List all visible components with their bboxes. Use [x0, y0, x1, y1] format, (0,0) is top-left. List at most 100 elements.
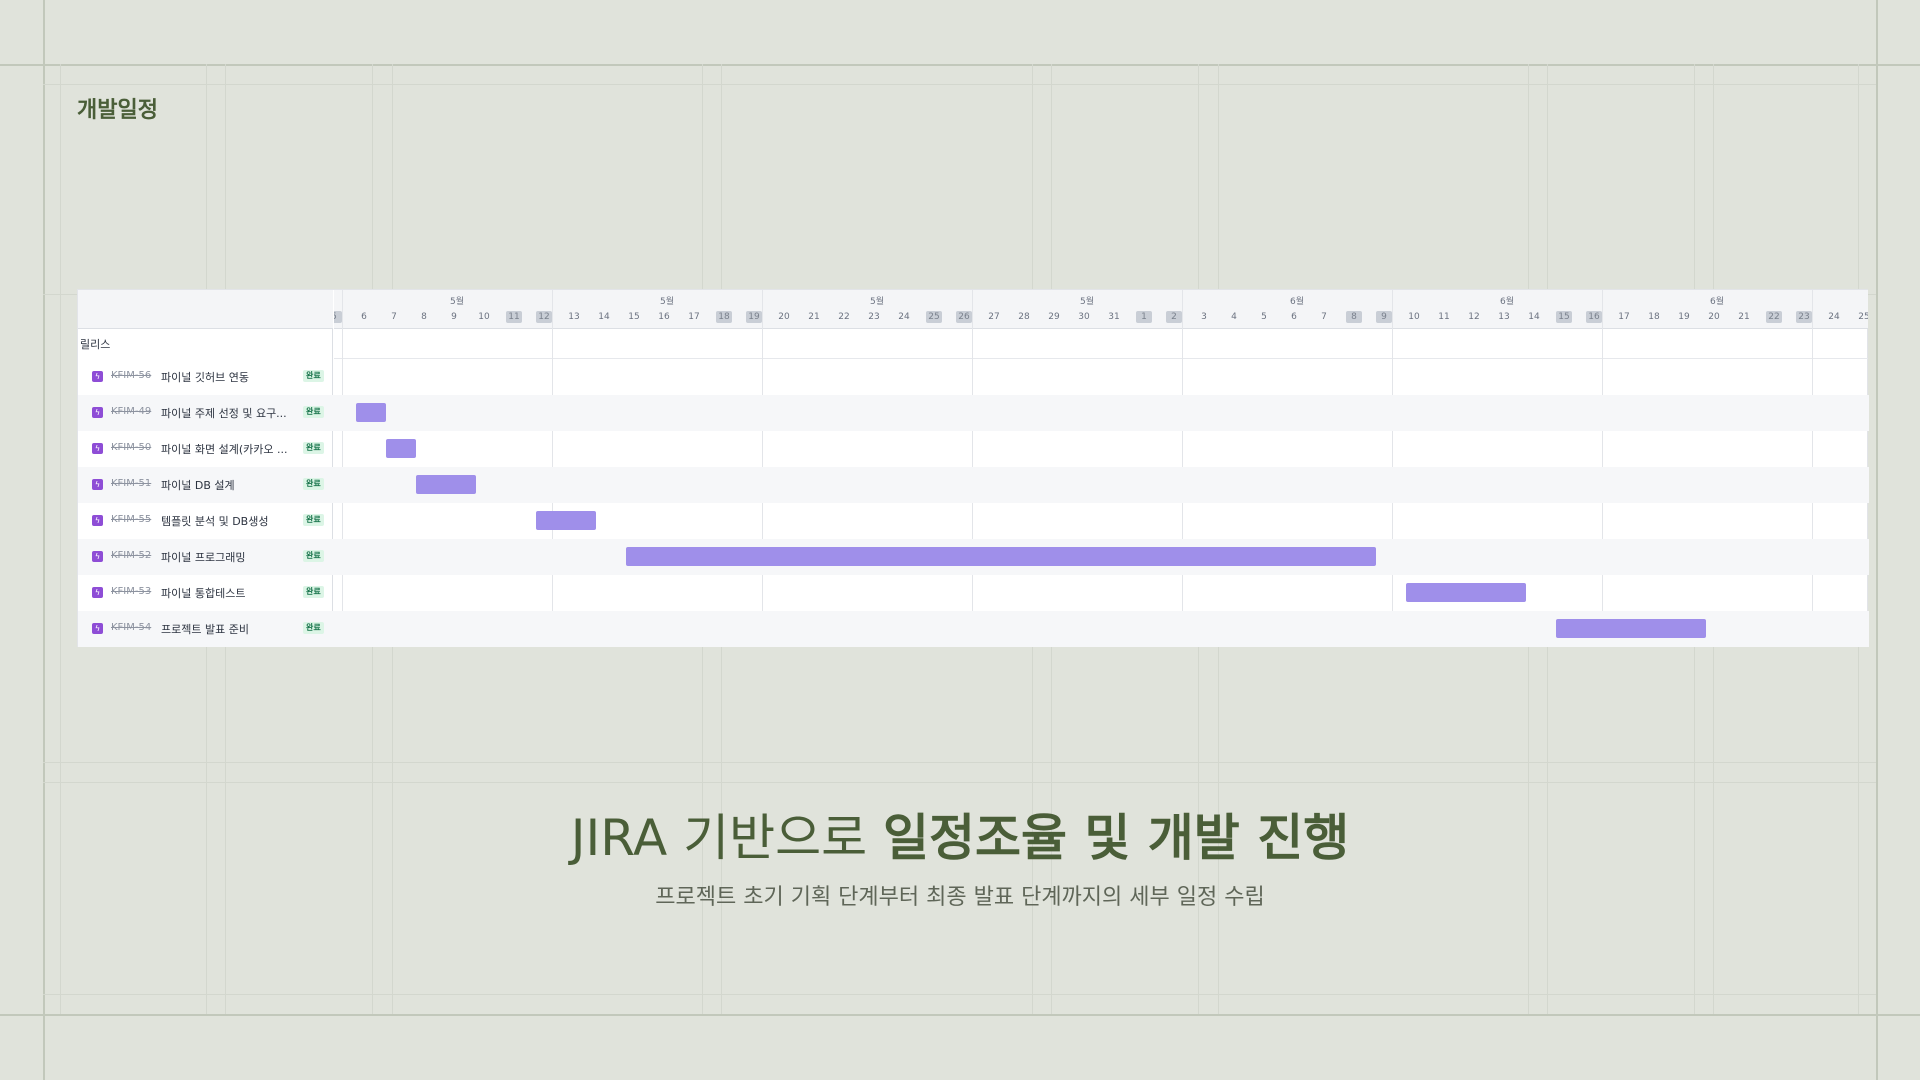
timeline-day-label: 31 — [1108, 312, 1120, 322]
issue-title[interactable]: 프로젝트 발표 준비 — [161, 623, 249, 636]
timeline-week-label: 5월 — [1079, 297, 1095, 307]
headline-part1: JIRA 기반으로 — [570, 809, 883, 867]
timeline-header: 5678910111213141516171819202122232425262… — [334, 290, 1868, 329]
timeline-day-label: 23 — [868, 312, 880, 322]
issue-key[interactable]: KFIM-55 — [111, 514, 152, 525]
timeline-day-label: 3 — [1201, 312, 1207, 322]
subline: 프로젝트 초기 기획 단계부터 최종 발표 단계까지의 세부 일정 수립 — [655, 885, 1265, 910]
timeline-day-label: 5 — [334, 311, 342, 323]
issue-key[interactable]: KFIM-53 — [111, 586, 152, 597]
subtask-icon: ϟ — [92, 443, 103, 454]
timeline-week-label: 5월 — [659, 297, 675, 307]
timeline-day-label: 10 — [1408, 312, 1420, 322]
schedule-bar[interactable] — [386, 439, 416, 458]
status-badge: 완료 — [303, 622, 324, 634]
issue-title[interactable]: 파이널 깃허브 연동 — [161, 371, 249, 384]
issue-key[interactable]: KFIM-51 — [111, 478, 152, 489]
timeline-day-label: 17 — [1618, 312, 1630, 322]
timeline-day-label: 20 — [778, 312, 790, 322]
schedule-bar[interactable] — [1406, 583, 1526, 602]
subtask-icon: ϟ — [92, 407, 103, 418]
subtask-icon: ϟ — [92, 515, 103, 526]
timeline-day-label: 15 — [628, 312, 640, 322]
timeline-day-label: 8 — [421, 312, 427, 322]
section-title: 개발일정 — [77, 98, 158, 123]
timeline-day-label: 12 — [1468, 312, 1480, 322]
timeline-day-label: 15 — [1556, 311, 1572, 323]
issue-key[interactable]: KFIM-56 — [111, 370, 152, 381]
timeline-day-label: 7 — [391, 312, 397, 322]
subtask-icon: ϟ — [92, 479, 103, 490]
issue-key[interactable]: KFIM-52 — [111, 550, 152, 561]
status-badge: 완료 — [303, 550, 324, 562]
issue-row[interactable]: ϟ KFIM-53 파이널 통합테스트 완료 — [78, 575, 1869, 611]
issue-title[interactable]: 템플릿 분석 및 DB생성 — [161, 515, 269, 528]
timeline-day-label: 16 — [1586, 311, 1602, 323]
issue-row[interactable]: ϟ KFIM-50 파이널 화면 설계(카카오 ... 완료 — [78, 431, 1869, 467]
schedule-bar[interactable] — [626, 547, 1376, 566]
timeline-day-label: 25 — [926, 311, 942, 323]
timeline-day-label: 26 — [956, 311, 972, 323]
timeline-week-label: 6월 — [1289, 297, 1305, 307]
release-row-divider — [334, 358, 1868, 359]
timeline-day-label: 23 — [1796, 311, 1812, 323]
timeline-day-label: 9 — [1376, 311, 1392, 323]
headline-part2: 일정조율 및 개발 진행 — [882, 809, 1350, 867]
release-label: 릴리스 — [80, 338, 111, 351]
issue-title[interactable]: 파이널 주제 선정 및 요구... — [161, 407, 287, 420]
issue-title[interactable]: 파이널 프로그래밍 — [161, 551, 246, 564]
timeline-day-label: 10 — [478, 312, 490, 322]
timeline-week-label: 5월 — [869, 297, 885, 307]
timeline-day-label: 16 — [658, 312, 670, 322]
timeline-day-label: 25 — [1858, 312, 1868, 322]
status-badge: 완료 — [303, 586, 324, 598]
issue-key[interactable]: KFIM-50 — [111, 442, 152, 453]
issue-title[interactable]: 파이널 DB 설계 — [161, 479, 235, 492]
timeline-day-label: 19 — [746, 311, 762, 323]
timeline-day-label: 6 — [1291, 312, 1297, 322]
timeline-day-label: 30 — [1078, 312, 1090, 322]
timeline-week-label: 6월 — [1709, 297, 1725, 307]
status-badge: 완료 — [303, 406, 324, 418]
issue-row[interactable]: ϟ KFIM-49 파이널 주제 선정 및 요구... 완료 — [78, 395, 1869, 431]
subtask-icon: ϟ — [92, 371, 103, 382]
timeline-day-label: 20 — [1708, 312, 1720, 322]
frame-line-top — [0, 64, 1920, 66]
status-badge: 완료 — [303, 514, 324, 526]
subtask-icon: ϟ — [92, 587, 103, 598]
subtask-icon: ϟ — [92, 551, 103, 562]
schedule-bar[interactable] — [416, 475, 476, 494]
issue-key[interactable]: KFIM-49 — [111, 406, 152, 417]
timeline-day-label: 21 — [808, 312, 820, 322]
timeline-day-label: 18 — [716, 311, 732, 323]
schedule-bar[interactable] — [356, 403, 386, 422]
issue-list-header — [78, 290, 333, 329]
timeline-week-label: 6월 — [1499, 297, 1515, 307]
timeline-day-label: 17 — [688, 312, 700, 322]
timeline-day-label: 27 — [988, 312, 1000, 322]
timeline-day-label: 13 — [568, 312, 580, 322]
issue-row[interactable]: ϟ KFIM-51 파이널 DB 설계 완료 — [78, 467, 1869, 503]
timeline-day-label: 8 — [1346, 311, 1362, 323]
timeline-day-label: 7 — [1321, 312, 1327, 322]
issue-key[interactable]: KFIM-54 — [111, 622, 152, 633]
timeline-day-label: 11 — [506, 311, 522, 323]
issue-row[interactable]: ϟ KFIM-56 파이널 깃허브 연동 완료 — [78, 359, 1869, 395]
timeline-day-label: 29 — [1048, 312, 1060, 322]
schedule-bar[interactable] — [536, 511, 596, 530]
issue-row[interactable]: ϟ KFIM-55 템플릿 분석 및 DB생성 완료 — [78, 503, 1869, 539]
timeline-day-label: 13 — [1498, 312, 1510, 322]
timeline-day-label: 4 — [1231, 312, 1237, 322]
subtask-icon: ϟ — [92, 623, 103, 634]
issue-title[interactable]: 파이널 화면 설계(카카오 ... — [161, 443, 288, 456]
timeline-day-label: 22 — [1766, 311, 1782, 323]
timeline[interactable]: 5678910111213141516171819202122232425262… — [334, 290, 1868, 646]
gantt-chart: 릴리스 567891011121314151617181920212223242… — [77, 289, 1869, 647]
issue-title[interactable]: 파이널 통합테스트 — [161, 587, 246, 600]
frame-line-left — [43, 0, 45, 1080]
status-badge: 완료 — [303, 478, 324, 490]
schedule-bar[interactable] — [1556, 619, 1706, 638]
headline: JIRA 기반으로 일정조율 및 개발 진행 — [0, 806, 1920, 870]
timeline-day-label: 6 — [361, 312, 367, 322]
timeline-day-label: 1 — [1136, 311, 1152, 323]
